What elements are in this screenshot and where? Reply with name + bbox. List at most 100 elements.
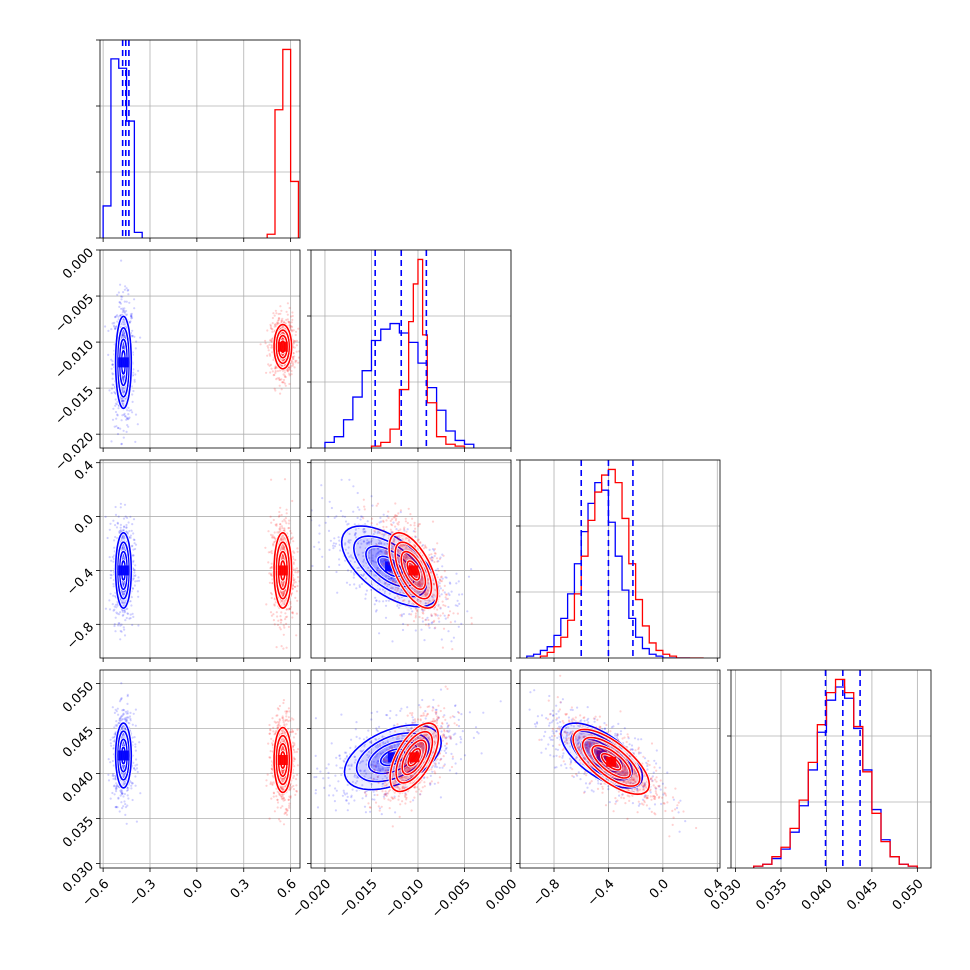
scatter-point (437, 560, 440, 563)
scatter-point (348, 478, 351, 481)
scatter-point (276, 724, 279, 727)
scatter-point (135, 340, 138, 343)
scatter-point (120, 718, 123, 722)
scatter-point (383, 590, 387, 593)
contour-line-blue (114, 315, 133, 410)
scatter-point (292, 355, 295, 359)
scatter-point (284, 517, 287, 520)
scatter-point (281, 592, 284, 595)
scatter-point (108, 599, 111, 602)
scatter-point (136, 579, 139, 583)
scatter-point (133, 568, 136, 571)
scatter-point (294, 361, 297, 364)
scatter-point (339, 549, 342, 552)
scatter-point (291, 611, 294, 614)
scatter-point (283, 375, 286, 378)
scatter-point (119, 715, 123, 718)
scatter-point (422, 609, 425, 613)
scatter-point (320, 484, 323, 487)
scatter-point (121, 709, 124, 712)
scatter-point (123, 800, 126, 803)
scatter-point (367, 541, 370, 544)
scatter-point (269, 323, 272, 326)
scatter-point (122, 709, 125, 712)
scatter-point (384, 582, 387, 585)
scatter-point (127, 288, 130, 292)
scatter-point (390, 576, 393, 580)
scatter-point (121, 614, 124, 617)
scatter-point (122, 376, 125, 379)
scatter-point (110, 440, 113, 443)
scatter-point (118, 719, 121, 722)
scatter-point (122, 528, 125, 531)
scatter-point (369, 570, 372, 573)
scatter-point (134, 708, 137, 711)
scatter-point (333, 545, 337, 548)
scatter-point (277, 726, 280, 729)
scatter-point (267, 742, 270, 745)
scatter-point (284, 384, 287, 387)
scatter-point (287, 798, 290, 801)
scatter-point (411, 517, 414, 520)
scatter-point (441, 565, 444, 568)
scatter-point (139, 792, 142, 795)
scatter-point (281, 746, 284, 749)
scatter-point (292, 736, 295, 739)
scatter-point (285, 608, 289, 611)
scatter-point (135, 820, 138, 823)
scatter-point (123, 773, 126, 777)
scatter-point (293, 366, 296, 369)
scatter-point (357, 566, 361, 569)
scatter-point (272, 619, 275, 622)
scatter-point (384, 604, 388, 607)
scatter-point (283, 812, 286, 815)
scatter-point (278, 721, 281, 724)
scatter-point (136, 763, 139, 766)
scatter-point (291, 330, 294, 333)
scatter-point (126, 516, 129, 520)
scatter-point (335, 570, 338, 574)
scatter-point (344, 543, 347, 546)
scatter-point (318, 524, 321, 527)
scatter-point (385, 552, 388, 555)
scatter-point (122, 765, 125, 768)
histogram-content (102, 40, 300, 238)
scatter-point (292, 563, 295, 566)
scatter-point (110, 367, 113, 370)
scatter-point (382, 513, 385, 516)
scatter-point (373, 548, 376, 551)
scatter-point (118, 718, 121, 721)
scatter-point (283, 591, 286, 594)
scatter-point (356, 491, 359, 495)
scatter-point (282, 602, 285, 605)
scatter-point (288, 372, 291, 375)
scatter-point (271, 535, 274, 538)
scatter-point (281, 730, 284, 733)
scatter-point (282, 748, 285, 751)
scatter-point (111, 418, 115, 421)
scatter-point (118, 810, 121, 813)
scatter-point (132, 532, 135, 535)
scatter-point (292, 341, 296, 345)
scatter-point (270, 562, 273, 565)
scatter-point (288, 368, 291, 371)
scatter-point (282, 381, 285, 384)
scatter-point (288, 374, 291, 377)
scatter-point (386, 583, 389, 586)
scatter-point (338, 563, 341, 567)
scatter-point (122, 399, 125, 402)
scatter-point (345, 581, 349, 584)
scatter-point (271, 370, 274, 373)
scatter-point (116, 612, 119, 615)
scatter-point (348, 541, 351, 544)
scatter-point (126, 418, 130, 421)
scatter-point (378, 632, 381, 635)
scatter-point (272, 730, 275, 733)
scatter-point (293, 758, 297, 761)
scatter-point (110, 358, 113, 361)
scatter-point (283, 478, 287, 481)
scatter-point (280, 319, 283, 322)
scatter-point (346, 523, 349, 526)
scatter-point (363, 530, 366, 533)
contour-line-blue (365, 545, 416, 588)
